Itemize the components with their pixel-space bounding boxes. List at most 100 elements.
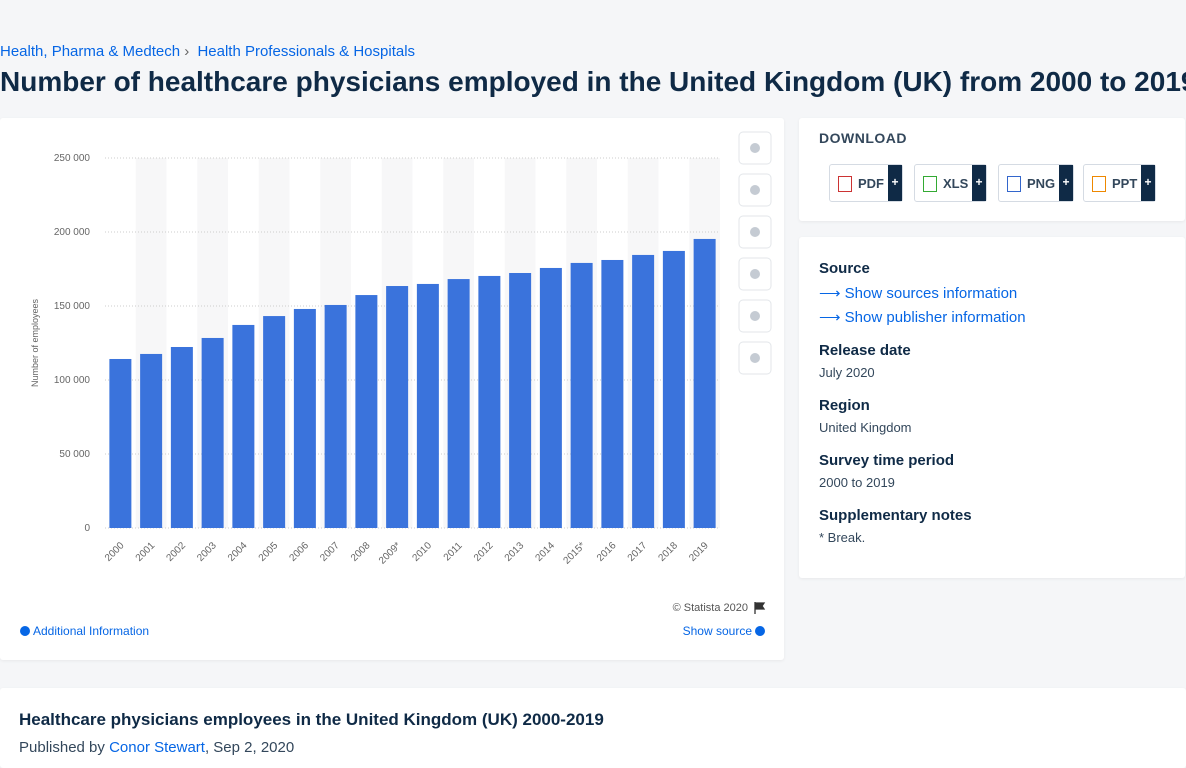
bar	[386, 286, 409, 528]
plus: +	[1141, 165, 1155, 201]
bar	[232, 324, 255, 528]
download-heading: DOWNLOAD	[819, 130, 907, 146]
x-tick-label: 2003	[195, 540, 219, 564]
bar	[662, 250, 685, 528]
bar	[539, 267, 562, 528]
chart: 2000 2001 2002 2003 2004 2005 2006 2007 2008 2009…	[20, 131, 772, 638]
detail-heading: Survey time period	[819, 452, 955, 469]
detail-value: United Kingdom	[819, 420, 912, 435]
x-tick-label: 2018	[656, 540, 680, 564]
bar	[570, 262, 593, 528]
y-tick-label: 100 000	[54, 375, 91, 386]
x-tick-label: 2019	[687, 540, 711, 564]
page-title: Number of healthcare physicians employed…	[0, 66, 1186, 97]
publisher-link[interactable]: ⟶ Show publisher information	[819, 309, 1026, 326]
bar	[416, 283, 439, 528]
detail-heading: Release date	[819, 342, 911, 359]
breadcrumbs: Health, Pharma & Medtech › Health Profes…	[0, 43, 416, 60]
x-tick-label: 2015*	[561, 540, 587, 566]
details-card	[799, 237, 1185, 578]
breadcrumb[interactable]: Health Professionals & Hospitals	[197, 43, 416, 60]
bar	[109, 358, 132, 528]
format-label: PNG	[1027, 176, 1056, 191]
detail-value: July 2020	[819, 365, 875, 380]
format-label: PDF	[858, 176, 884, 191]
bar	[293, 308, 316, 528]
y-tick-label: 0	[84, 523, 90, 534]
publication-title: Healthcare physicians employees in the U…	[19, 710, 604, 729]
download-button[interactable]: PPT +	[1083, 164, 1156, 202]
publication-card	[0, 688, 1186, 768]
bar	[509, 272, 532, 528]
info-icon	[755, 626, 765, 636]
x-tick-label: 2011	[442, 540, 465, 563]
x-tick-label: 2009*	[377, 540, 403, 566]
bar	[355, 295, 378, 528]
bar	[170, 346, 193, 528]
x-tick-label: 2014	[533, 540, 557, 564]
tool-icon	[750, 185, 760, 195]
tool-icon	[750, 143, 760, 153]
y-tick-label: 200 000	[54, 227, 91, 238]
y-tick-label: 150 000	[54, 301, 91, 312]
format-label: XLS	[943, 176, 969, 191]
bar	[693, 238, 716, 528]
sources-link[interactable]: ⟶ Show sources information	[819, 285, 1018, 302]
detail-heading: Source	[819, 260, 870, 277]
plus: +	[888, 165, 902, 201]
detail-value: * Break.	[819, 530, 866, 545]
y-tick-label: 50 000	[59, 449, 90, 460]
author-link[interactable]: Conor Stewart	[109, 739, 205, 756]
additional-info-link[interactable]: Additional Information	[33, 624, 149, 638]
link-text[interactable]: Show sources information	[844, 285, 1018, 302]
show-source-link[interactable]: Show source	[683, 624, 753, 638]
bar	[263, 316, 286, 528]
bar	[632, 254, 655, 528]
download-button[interactable]: PNG +	[998, 164, 1074, 202]
bar	[140, 353, 163, 528]
file-icon	[1092, 176, 1106, 192]
format-label: PPT	[1112, 176, 1138, 191]
download-button[interactable]: XLS +	[914, 164, 987, 202]
x-tick-label: 2006	[287, 540, 311, 564]
info-icon	[20, 626, 30, 636]
bar	[601, 259, 624, 528]
file-icon	[923, 176, 937, 192]
detail-value: 2000 to 2019	[819, 475, 895, 490]
x-tick-label: 2017	[626, 540, 650, 564]
tool-icon	[750, 353, 760, 363]
breadcrumb[interactable]: Health, Pharma & Medtech	[0, 43, 181, 60]
x-tick-label: 2016	[595, 540, 619, 564]
publication-date: , Sep 2, 2020	[204, 739, 295, 756]
flag-icon	[754, 602, 766, 614]
detail-heading: Region	[819, 397, 870, 414]
x-tick-label: 2007	[318, 540, 342, 564]
y-tick-label: 250 000	[54, 153, 91, 164]
x-tick-label: 2000	[103, 540, 127, 564]
bar	[447, 279, 470, 528]
tool-icon	[750, 311, 760, 321]
x-tick-label: 2004	[226, 540, 250, 564]
tool-icon	[750, 227, 760, 237]
copyright: © Statista 2020	[673, 602, 748, 614]
plus: +	[972, 165, 986, 201]
x-tick-label: 2002	[164, 540, 188, 564]
detail-heading: Supplementary notes	[819, 507, 972, 524]
bar	[324, 304, 347, 528]
plus: +	[1059, 165, 1073, 201]
tool-icon	[750, 269, 760, 279]
link-text[interactable]: Show publisher information	[844, 309, 1026, 326]
x-tick-label: 2010	[410, 540, 434, 564]
x-tick-label: 2013	[503, 540, 527, 564]
publication-line: Published by Conor Stewart, Sep 2, 2020	[19, 739, 294, 756]
bar	[201, 337, 224, 528]
x-tick-label: 2008	[349, 540, 373, 564]
bar	[478, 275, 501, 528]
file-icon	[838, 176, 852, 192]
published-by: Published by	[19, 739, 105, 756]
x-tick-label: 2001	[134, 540, 158, 564]
download-button[interactable]: PDF +	[829, 164, 903, 202]
y-axis-label: Number of employees	[30, 298, 40, 387]
x-tick-label: 2005	[257, 540, 281, 564]
